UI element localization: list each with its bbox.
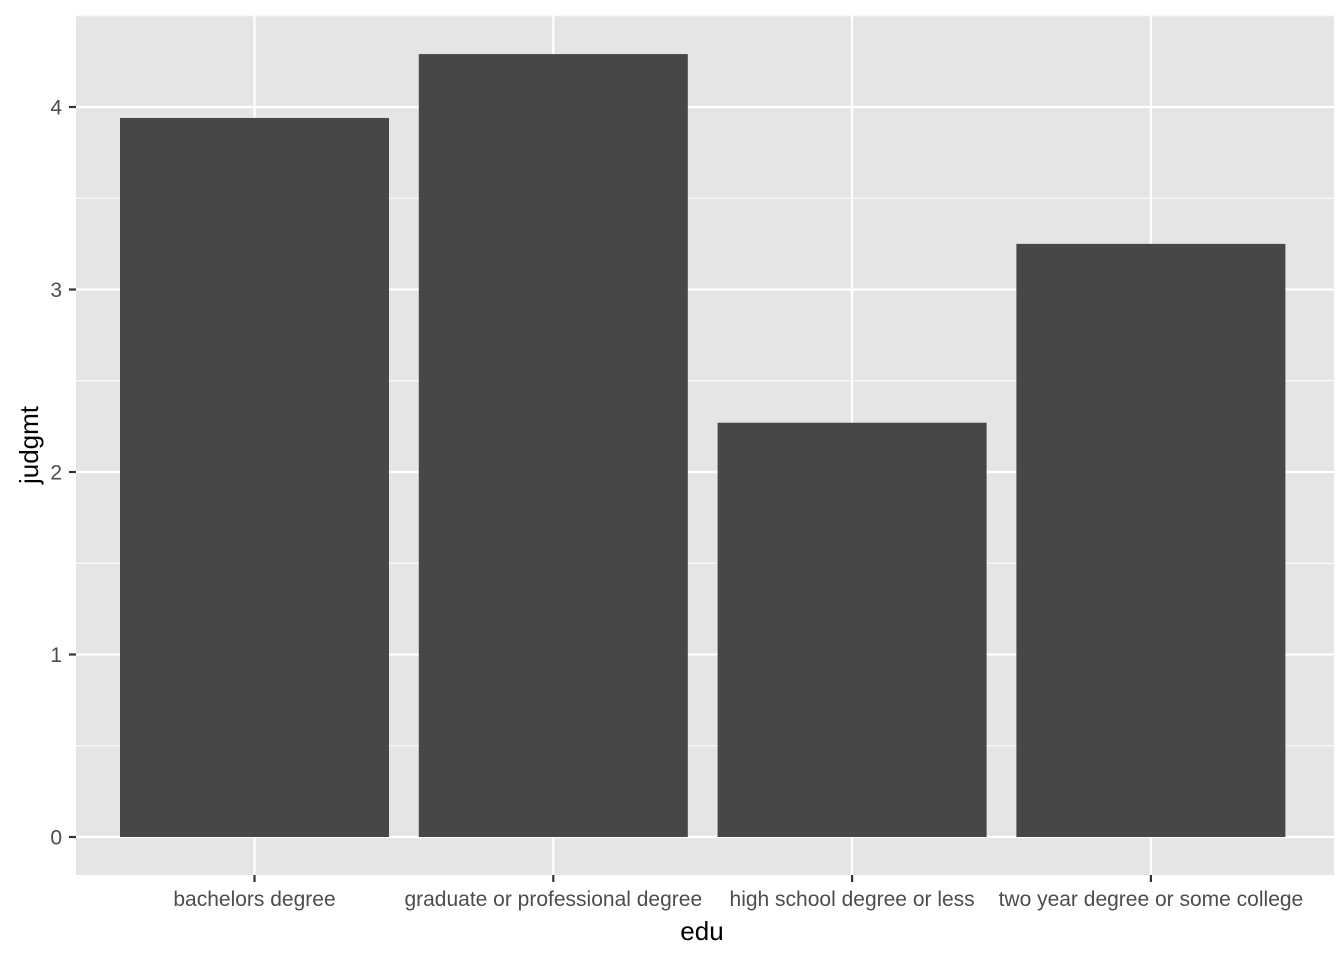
y-tick-label: 0 bbox=[50, 827, 62, 850]
bar-2 bbox=[418, 54, 688, 837]
x-tick-label: graduate or professional degree bbox=[404, 888, 702, 911]
x-tick-label: two year degree or some college bbox=[999, 888, 1304, 911]
y-tick-label: 3 bbox=[50, 279, 62, 302]
y-axis-title: judgmt bbox=[14, 405, 44, 485]
bars bbox=[120, 54, 1286, 837]
y-tick-label: 1 bbox=[50, 644, 62, 667]
x-tick-label: bachelors degree bbox=[173, 888, 335, 911]
bar-3 bbox=[717, 422, 987, 837]
y-tick-label: 2 bbox=[50, 462, 62, 485]
x-axis: bachelors degree graduate or professional… bbox=[173, 875, 1303, 911]
y-tick-label: 4 bbox=[50, 97, 62, 120]
x-tick-label: high school degree or less bbox=[730, 888, 975, 911]
y-axis: 0 1 2 3 4 bbox=[50, 97, 76, 850]
bar-1 bbox=[120, 117, 389, 837]
x-axis-title: edu bbox=[680, 916, 723, 946]
bar-4 bbox=[1016, 243, 1286, 837]
